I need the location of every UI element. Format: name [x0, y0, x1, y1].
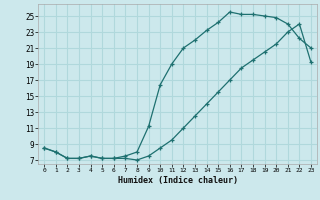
- X-axis label: Humidex (Indice chaleur): Humidex (Indice chaleur): [118, 176, 238, 185]
